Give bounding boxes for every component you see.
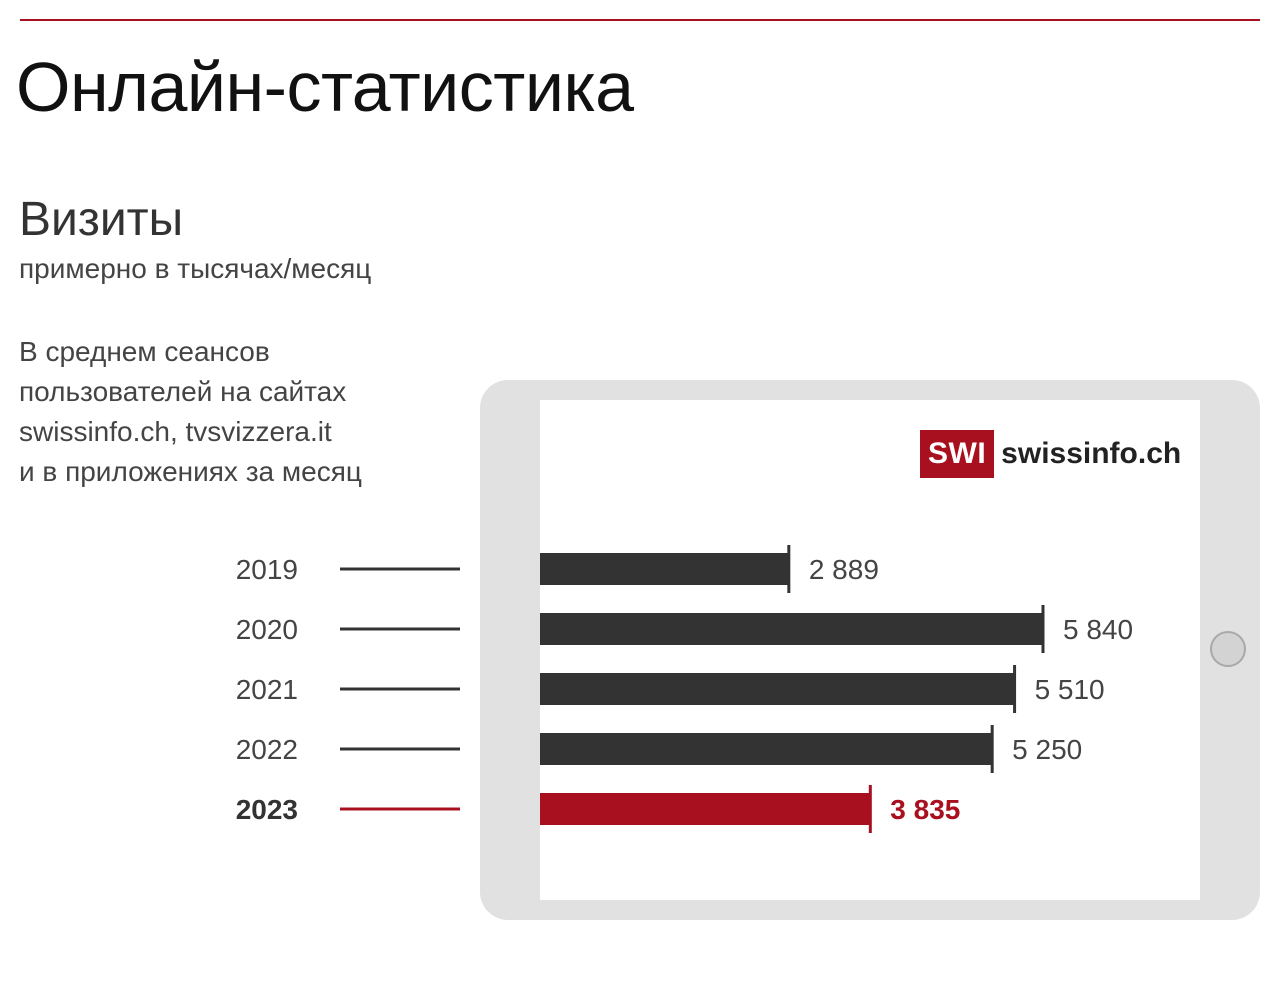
year-label: 2020: [236, 614, 298, 645]
bar: [540, 733, 993, 765]
logo-mark: SWI: [920, 430, 995, 478]
description-line: В среднем сеансов: [19, 336, 270, 367]
chart-title: Визиты: [19, 193, 184, 246]
chart-subtitle: примерно в тысячах/месяц: [19, 253, 372, 284]
description-line: swissinfo.ch, tvsvizzera.it: [19, 416, 332, 447]
year-label: 2021: [236, 674, 298, 705]
value-label: 5 250: [1012, 734, 1082, 765]
description-line: пользователей на сайтах: [19, 376, 347, 407]
description-line: и в приложениях за месяц: [19, 456, 362, 487]
value-label: 5 840: [1063, 614, 1133, 645]
tablet-home-button: [1210, 631, 1246, 667]
swi-logo: SWI swissinfo.ch: [920, 430, 1181, 478]
bar: [540, 793, 871, 825]
chart-description: В среднем сеансов пользователей на сайта…: [19, 332, 362, 492]
bar: [540, 673, 1015, 705]
bar: [540, 613, 1043, 645]
year-label: 2023: [236, 794, 298, 825]
top-rule: [20, 19, 1260, 21]
year-label: 2022: [236, 734, 298, 765]
year-label: 2019: [236, 554, 298, 585]
page-title: Онлайн-статистика: [16, 48, 634, 126]
value-label: 2 889: [809, 554, 879, 585]
bar: [540, 553, 789, 585]
logo-text: swissinfo.ch: [1001, 437, 1182, 470]
value-label: 3 835: [890, 794, 960, 825]
value-label: 5 510: [1035, 674, 1105, 705]
